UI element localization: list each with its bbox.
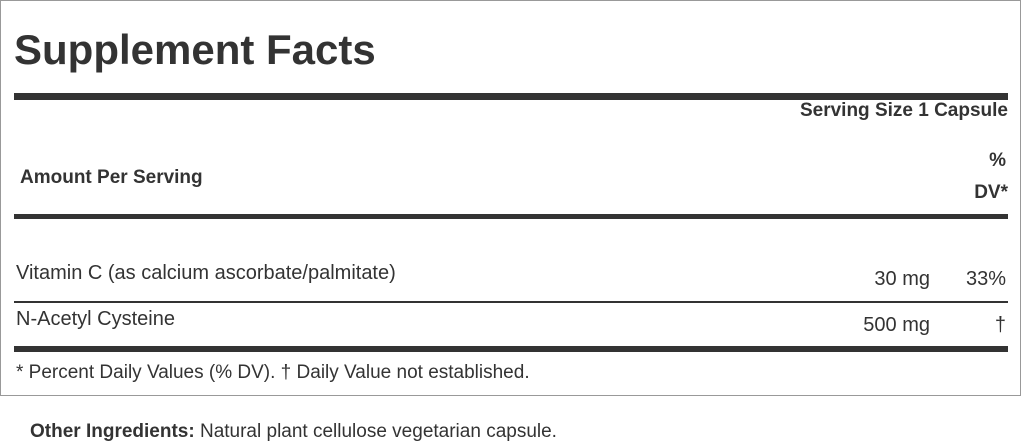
nutrient-dv: † [994, 314, 1006, 336]
amount-per-serving-label: Amount Per Serving [20, 167, 203, 188]
nutrient-amount: 30 mg [874, 268, 930, 290]
footnote: * Percent Daily Values (% DV). † Daily V… [16, 362, 530, 383]
other-ingredients-label: Other Ingredients: [30, 421, 195, 442]
dv-header-percent: % [989, 150, 1006, 171]
nutrient-name: N-Acetyl Cysteine [16, 308, 175, 330]
nutrient-name: Vitamin C (as calcium ascorbate/palmitat… [16, 262, 396, 284]
thick-divider [14, 346, 1008, 352]
other-ingredients: Other Ingredients: Natural plant cellulo… [30, 421, 557, 443]
supplement-facts-panel [0, 0, 1021, 396]
thick-divider [14, 214, 1008, 219]
thick-divider [14, 93, 1008, 100]
thin-divider [14, 301, 1008, 303]
panel-title: Supplement Facts [14, 26, 376, 73]
other-ingredients-value: Natural plant cellulose vegetarian capsu… [199, 421, 557, 442]
nutrient-dv: 33% [965, 268, 1006, 290]
nutrient-amount: 500 mg [863, 314, 930, 336]
dv-header-dv: DV* [974, 182, 1008, 203]
serving-size: Serving Size 1 Capsule [799, 100, 1008, 121]
